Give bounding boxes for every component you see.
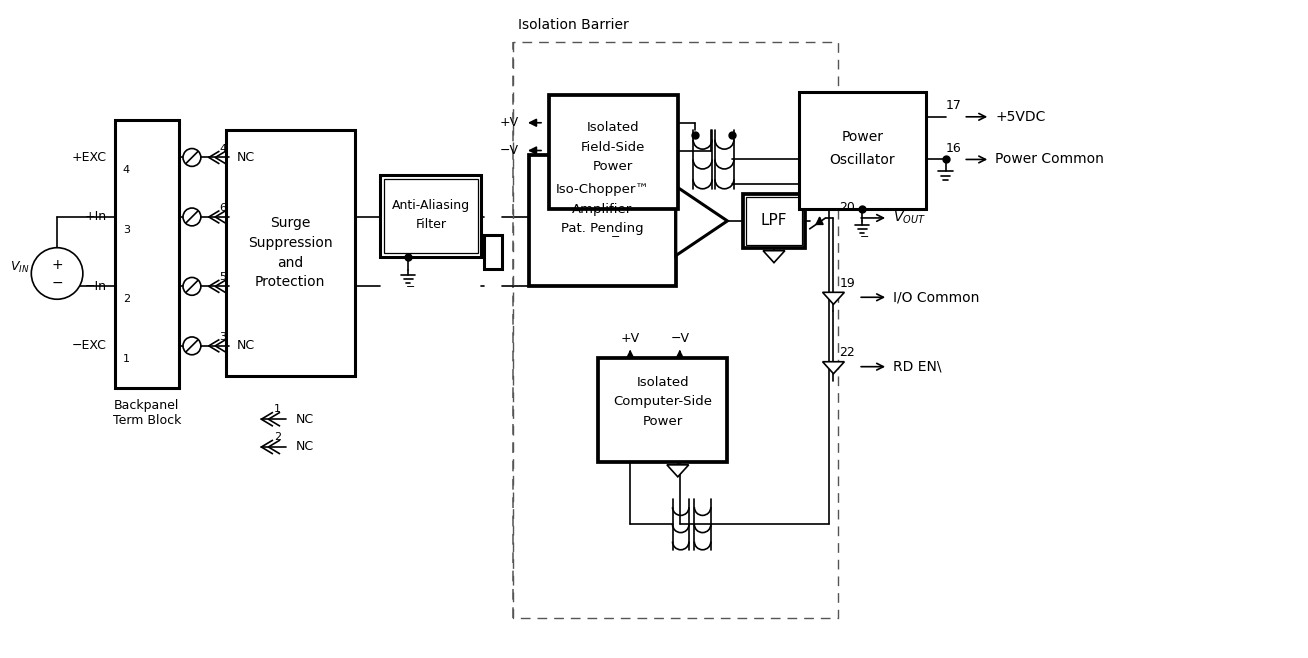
Text: 4: 4: [123, 165, 129, 175]
Bar: [484, 235, 502, 268]
Bar: [799, 92, 926, 209]
Polygon shape: [676, 186, 727, 255]
Circle shape: [183, 337, 201, 355]
Text: +V: +V: [500, 116, 519, 129]
Text: Term Block: Term Block: [112, 414, 181, 427]
Text: 2: 2: [123, 294, 129, 304]
Text: NC: NC: [237, 151, 255, 164]
Text: $V_{OUT}$: $V_{OUT}$: [893, 210, 926, 226]
Circle shape: [183, 278, 201, 295]
Text: Anti-Aliasing: Anti-Aliasing: [392, 199, 470, 212]
Text: LPF: LPF: [761, 213, 787, 228]
Text: 19: 19: [840, 277, 855, 290]
Text: +EXC: +EXC: [72, 151, 107, 164]
Text: Power Common: Power Common: [995, 153, 1104, 166]
Text: Power: Power: [841, 130, 883, 143]
Text: Oscillator: Oscillator: [829, 153, 895, 167]
Circle shape: [183, 149, 201, 166]
Text: −: −: [405, 282, 415, 291]
Text: Isolated: Isolated: [587, 120, 640, 134]
Text: 20: 20: [840, 201, 855, 214]
Bar: [599, 358, 727, 462]
Polygon shape: [823, 292, 845, 304]
Bar: [549, 95, 678, 209]
Text: −EXC: −EXC: [72, 340, 107, 352]
Text: NC: NC: [237, 340, 255, 352]
Text: NC: NC: [296, 440, 314, 453]
Text: NC: NC: [296, 413, 314, 426]
Text: Suppression: Suppression: [247, 236, 332, 250]
Polygon shape: [667, 465, 689, 477]
Text: Power: Power: [642, 415, 683, 428]
Text: +In: +In: [85, 211, 107, 224]
Text: 6: 6: [220, 203, 226, 213]
Text: Isolated: Isolated: [637, 376, 689, 388]
Bar: [115, 120, 179, 388]
Text: −V: −V: [670, 332, 689, 345]
Polygon shape: [823, 362, 845, 374]
Text: 17: 17: [946, 99, 961, 113]
Text: Filter: Filter: [416, 218, 446, 232]
Text: Iso-Chopper™: Iso-Chopper™: [556, 183, 649, 195]
Text: −V: −V: [500, 144, 519, 157]
Polygon shape: [763, 251, 785, 263]
Circle shape: [31, 247, 82, 299]
Text: Amplifier: Amplifier: [573, 203, 633, 216]
Bar: [743, 194, 804, 247]
Text: Surge: Surge: [269, 216, 310, 230]
Text: 1: 1: [273, 404, 281, 415]
Text: 2: 2: [273, 432, 281, 442]
Text: −: −: [859, 232, 869, 242]
Text: Pat. Pending: Pat. Pending: [561, 222, 644, 236]
Text: −: −: [611, 232, 620, 242]
Text: Protection: Protection: [255, 276, 326, 290]
Text: +: +: [51, 257, 63, 272]
Text: 3: 3: [123, 225, 129, 235]
Bar: [385, 179, 477, 253]
Text: 3: 3: [220, 332, 226, 342]
Bar: [528, 155, 676, 286]
Text: −In: −In: [85, 280, 107, 293]
Bar: [381, 175, 481, 257]
Text: Power: Power: [594, 161, 633, 173]
Text: Computer-Side: Computer-Side: [613, 395, 713, 409]
Text: Isolation Barrier: Isolation Barrier: [518, 18, 629, 32]
Bar: [226, 130, 354, 376]
Text: 22: 22: [840, 346, 855, 359]
Text: 5: 5: [220, 272, 226, 282]
Text: RD EN\: RD EN\: [893, 360, 942, 374]
Text: Backpanel: Backpanel: [114, 399, 179, 412]
Text: I/O Common: I/O Common: [893, 290, 980, 304]
Text: Field-Side: Field-Side: [581, 141, 646, 153]
Text: 1: 1: [123, 354, 129, 364]
Bar: [747, 197, 802, 245]
Text: +V: +V: [620, 332, 640, 345]
Text: and: and: [277, 255, 303, 270]
Circle shape: [183, 208, 201, 226]
Text: 16: 16: [946, 142, 961, 155]
Text: −: −: [51, 276, 63, 290]
Text: $V_{IN}$: $V_{IN}$: [9, 260, 29, 275]
Text: 4: 4: [220, 143, 226, 153]
Text: +5VDC: +5VDC: [995, 110, 1045, 124]
